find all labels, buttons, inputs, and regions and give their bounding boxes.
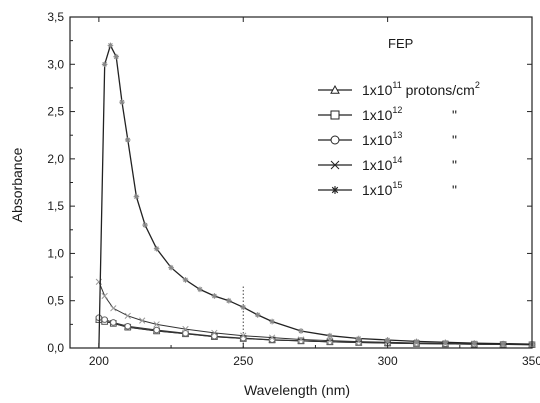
legend-label-unit: protons/cm [402, 82, 475, 98]
legend-label-base: 1x10 [362, 182, 393, 198]
asterisk-marker [298, 328, 304, 334]
asterisk-marker [471, 340, 478, 346]
asterisk-marker [269, 318, 275, 325]
legend-label-base: 1x10 [362, 82, 393, 98]
legend-label: 1x1012 [362, 105, 402, 123]
asterisk-marker [211, 293, 218, 299]
y-tick-label: 2,5 [47, 105, 64, 119]
legend-label-base: 1x10 [362, 157, 393, 173]
circle-marker [182, 330, 189, 337]
legend-label-base: 1x10 [362, 107, 393, 123]
asterisk-marker [113, 53, 119, 60]
legend-label-exponent: 13 [392, 130, 402, 140]
y-tick-label: 3,5 [47, 10, 64, 24]
legend-label-unit-exponent: 2 [475, 80, 480, 90]
x-marker [139, 317, 146, 324]
x-tick-label: 300 [378, 354, 398, 368]
y-tick-label: 3,0 [47, 57, 64, 71]
legend-ditto: " [452, 132, 457, 148]
x-marker [240, 332, 247, 339]
y-tick-label: 2,0 [47, 152, 64, 166]
circle-marker [124, 322, 132, 330]
asterisk-marker [327, 332, 333, 339]
x-tick-label: 350 [522, 354, 540, 368]
legend-label-base: 1x10 [362, 132, 393, 148]
x-marker [182, 325, 189, 333]
asterisk-marker [153, 245, 160, 252]
legend-item-5: 1x1015 " [318, 180, 457, 198]
legend-item-4: 1x1014 " [318, 155, 457, 173]
chart-annotation: FEP [388, 36, 413, 51]
circle-marker [110, 319, 117, 326]
asterisk-marker [182, 277, 189, 283]
legend-label: 1x1013 [362, 130, 402, 148]
asterisk-marker [331, 186, 339, 194]
y-axis-label: Absorbance [9, 147, 25, 222]
circle-marker [326, 338, 334, 345]
y-tick-label: 0,5 [47, 294, 64, 308]
series-5 [98, 42, 535, 349]
asterisk-marker [168, 264, 174, 271]
legend-ditto: " [452, 157, 457, 173]
x-marker [153, 321, 160, 328]
x-marker [110, 305, 117, 312]
series-line [98, 43, 533, 349]
asterisk-marker [124, 137, 131, 143]
asterisk-marker [133, 193, 140, 200]
asterisk-marker [119, 99, 125, 105]
asterisk-marker [197, 286, 203, 293]
x-marker [124, 312, 131, 319]
x-tick-label: 200 [89, 354, 109, 368]
y-tick-label: 1,0 [47, 246, 64, 260]
x-marker [326, 337, 334, 344]
legend-label-exponent: 14 [392, 155, 402, 165]
asterisk-marker [355, 335, 362, 342]
circle-marker [297, 337, 305, 345]
asterisk-marker [384, 337, 391, 343]
asterisk-marker [442, 339, 449, 346]
circle-marker [268, 336, 276, 343]
triangle-marker [330, 84, 340, 94]
legend-item-2: 1x1012 " [318, 105, 457, 123]
x-tick-label: 250 [233, 354, 253, 368]
legend-ditto: " [452, 182, 457, 198]
legend-item-3: 1x1013 " [318, 130, 457, 148]
circle-marker [153, 326, 160, 334]
asterisk-marker [107, 42, 114, 49]
legend-item-1: 1x1011 protons/cm2 [318, 80, 480, 98]
legend-label: 1x1014 [362, 155, 402, 173]
asterisk-marker [142, 222, 148, 228]
legend-label-exponent: 15 [392, 180, 402, 190]
asterisk-marker [240, 304, 247, 311]
asterisk-marker [413, 338, 420, 345]
legend-ditto: " [452, 107, 457, 123]
legend-label: 1x1015 [362, 180, 402, 198]
legend-label: 1x1011 protons/cm2 [362, 80, 480, 98]
asterisk-marker [500, 340, 506, 347]
x-axis-label: Wavelength (nm) [244, 382, 350, 398]
y-tick-label: 0,0 [47, 341, 64, 355]
legend-label-exponent: 11 [392, 80, 401, 90]
axes: 200 250 300 350 0,0 0,5 1,0 1,5 2,0 2,5 3,0 3,5 [47, 10, 540, 368]
x-marker [101, 292, 108, 300]
circle-marker [101, 316, 108, 323]
x-marker [297, 336, 305, 343]
circle-marker [330, 135, 340, 145]
asterisk-marker [101, 61, 108, 68]
square-marker [330, 110, 340, 120]
y-tick-label: 1,5 [47, 199, 64, 213]
x-marker [268, 334, 276, 341]
asterisk-marker [226, 297, 232, 304]
x-marker [211, 329, 218, 337]
asterisk-marker [254, 312, 261, 318]
x-marker [330, 160, 340, 170]
legend-label-exponent: 12 [392, 105, 402, 115]
